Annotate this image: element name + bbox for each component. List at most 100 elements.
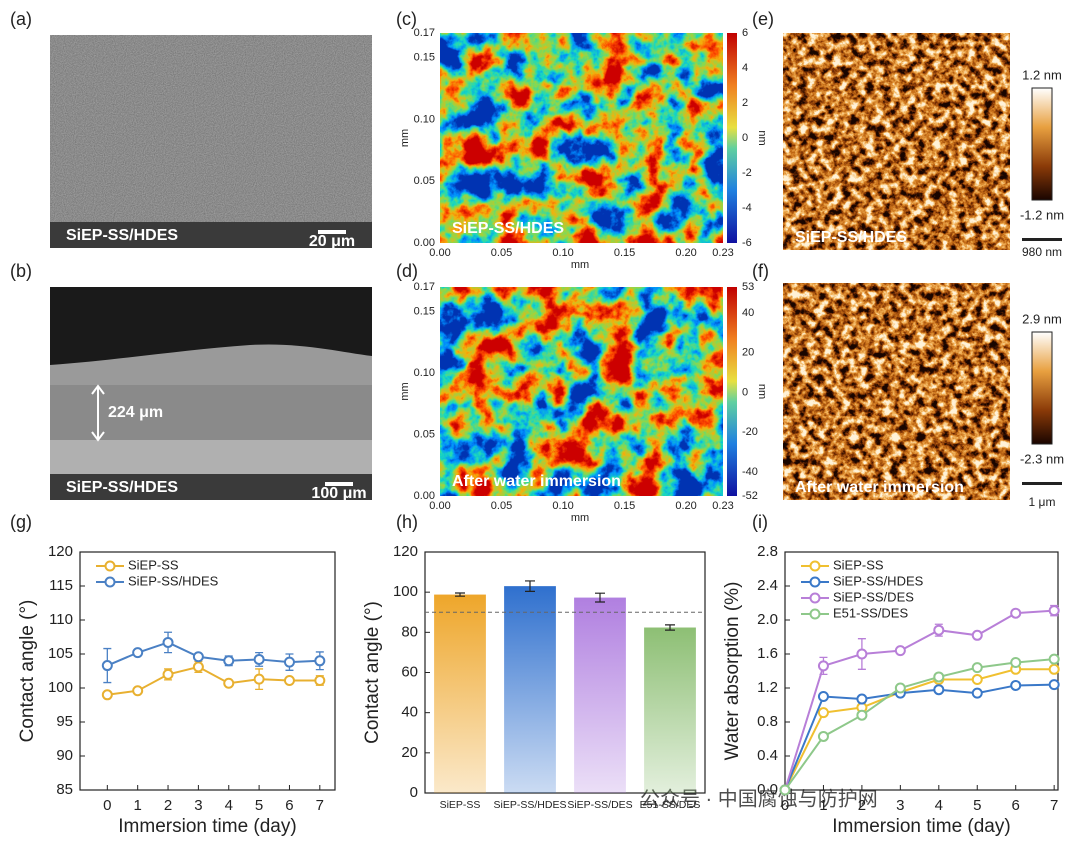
colorbar-min: -2.3 nm bbox=[1020, 451, 1064, 466]
data-point bbox=[162, 668, 174, 680]
data-point bbox=[1010, 679, 1022, 691]
scale-bar bbox=[1022, 482, 1062, 485]
scale-bar bbox=[318, 230, 346, 234]
panel-label: (h) bbox=[396, 512, 418, 532]
afm-map bbox=[783, 283, 1010, 500]
y-tick-label: 120 bbox=[48, 543, 73, 560]
colorbar-tick-label: 4 bbox=[742, 62, 748, 74]
colorbar-tick-label: 0 bbox=[742, 386, 748, 398]
y-tick-label: 105 bbox=[48, 645, 73, 662]
thickness-label: 224 μm bbox=[108, 404, 163, 421]
x-tick-label: SiEP-SS bbox=[440, 799, 481, 811]
series-line bbox=[784, 683, 1055, 791]
x-axis-title: Immersion time (day) bbox=[118, 816, 296, 837]
data-point bbox=[779, 784, 791, 796]
panel-label: (g) bbox=[10, 512, 32, 532]
x-tick-label: 0.00 bbox=[429, 500, 450, 512]
legend-label: SiEP-SS bbox=[833, 557, 884, 572]
x-axis-title: mm bbox=[571, 259, 589, 271]
data-point bbox=[817, 730, 829, 742]
data-point bbox=[283, 656, 295, 668]
colorbar-tick-label: -2 bbox=[742, 167, 752, 179]
x-tick-label: 5 bbox=[973, 797, 981, 814]
data-point bbox=[933, 671, 945, 683]
panel-label: (a) bbox=[10, 9, 32, 29]
plot-frame bbox=[79, 551, 336, 791]
series-line bbox=[784, 668, 1055, 791]
data-point bbox=[971, 662, 983, 674]
y-tick-label: 85 bbox=[56, 781, 73, 798]
y-tick-label: 0.15 bbox=[414, 52, 435, 64]
scale-label: 20 μm bbox=[309, 233, 355, 250]
bar bbox=[574, 597, 626, 793]
data-point bbox=[817, 691, 829, 702]
legend-marker bbox=[809, 576, 821, 588]
y-axis-title: mm bbox=[399, 382, 411, 400]
data-point bbox=[101, 660, 113, 672]
data-point bbox=[253, 653, 265, 665]
scale-label: 1 μm bbox=[1029, 495, 1056, 509]
colorbar-title: nm bbox=[756, 384, 768, 399]
data-point bbox=[971, 687, 983, 699]
data-point bbox=[192, 651, 204, 663]
data-point bbox=[223, 677, 235, 689]
y-tick-label: 2.8 bbox=[757, 543, 778, 560]
bar bbox=[434, 594, 486, 793]
y-tick-label: 60 bbox=[401, 663, 418, 680]
colorbar-tick-label: 2 bbox=[742, 97, 748, 109]
y-tick-label: 0.10 bbox=[414, 113, 435, 125]
colorbar-title: nm bbox=[756, 130, 768, 145]
y-tick-label: 0.10 bbox=[414, 367, 435, 379]
x-tick-label: 0.10 bbox=[552, 500, 573, 512]
x-tick-label: 1 bbox=[134, 797, 142, 814]
y-tick-label: 20 bbox=[401, 744, 418, 761]
panel-label: (c) bbox=[396, 9, 417, 29]
image-layer bbox=[50, 33, 1062, 500]
x-tick-label: E51-SS/DES bbox=[640, 799, 701, 811]
scale-label: 980 nm bbox=[1022, 245, 1062, 259]
sem-surface bbox=[50, 35, 372, 248]
y-tick-label: 115 bbox=[49, 577, 73, 594]
data-point bbox=[192, 661, 204, 673]
x-tick-label: SiEP-SS/DES bbox=[567, 799, 632, 811]
colorbar-min: -1.2 nm bbox=[1020, 207, 1064, 222]
colorbar bbox=[727, 287, 737, 496]
y-tick-label: 0.00 bbox=[414, 490, 435, 502]
y-axis-title: Contact angle (°) bbox=[362, 601, 383, 744]
y-tick-label: 0 bbox=[410, 784, 418, 801]
legend-marker bbox=[104, 560, 116, 572]
colorbar bbox=[727, 33, 737, 243]
panel-label: (d) bbox=[396, 261, 418, 281]
colorbar bbox=[1031, 87, 1053, 201]
bar bbox=[644, 627, 696, 793]
data-point bbox=[162, 636, 174, 648]
x-tick-label: 0.20 bbox=[675, 500, 696, 512]
data-point bbox=[856, 693, 868, 705]
x-tick-label: 3 bbox=[896, 797, 904, 814]
data-point bbox=[856, 709, 868, 721]
caption: After water immersion bbox=[452, 473, 621, 490]
data-point bbox=[1048, 663, 1060, 675]
colorbar-tick-label: 20 bbox=[742, 347, 754, 359]
data-point bbox=[971, 629, 983, 641]
y-tick-label: 1.6 bbox=[757, 645, 778, 662]
scale-bar bbox=[325, 482, 353, 486]
panel-label: (e) bbox=[752, 9, 774, 29]
colorbar-tick-label: 6 bbox=[742, 27, 748, 39]
data-point bbox=[894, 682, 906, 694]
afm-map bbox=[783, 33, 1010, 250]
data-point bbox=[1010, 607, 1022, 619]
data-point bbox=[971, 674, 983, 685]
x-tick-label: 0.05 bbox=[491, 247, 512, 259]
colorbar-tick-label: -52 bbox=[742, 490, 758, 502]
panel-label: (b) bbox=[10, 261, 32, 281]
colorbar-tick-label: -20 bbox=[742, 426, 758, 438]
data-point bbox=[856, 648, 868, 660]
x-tick-label: 3 bbox=[194, 797, 202, 814]
scale-bar bbox=[1022, 238, 1062, 241]
data-point bbox=[314, 675, 326, 687]
legend-marker bbox=[809, 592, 821, 604]
x-tick-label: 0 bbox=[103, 797, 111, 814]
colorbar-max: 2.9 nm bbox=[1022, 311, 1062, 326]
error-bar bbox=[595, 592, 605, 603]
